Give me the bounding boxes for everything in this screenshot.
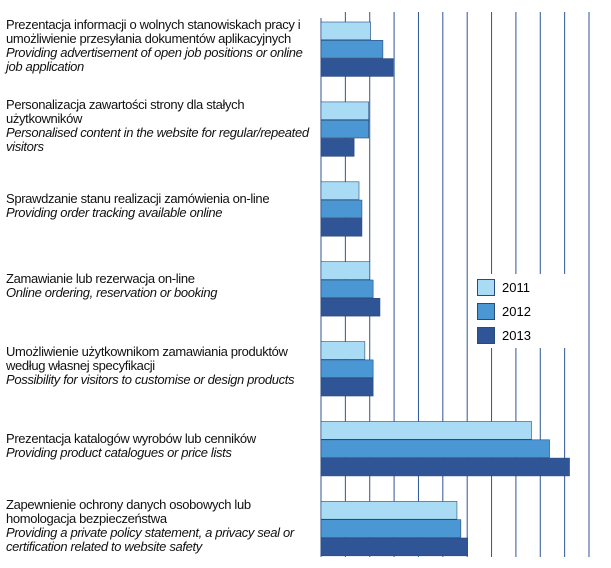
bar [320, 181, 360, 200]
category-label: Umożliwienie użytkownikom zamawiania pro… [6, 324, 320, 408]
legend-swatch [477, 302, 495, 320]
legend-swatch [477, 326, 495, 344]
legend-item: 2011 [475, 275, 565, 299]
category-label-en: Providing product catalogues or price li… [6, 444, 232, 460]
category-label: Zapewnienie ochrony danych osobowych lub… [6, 484, 320, 568]
bar [320, 261, 371, 280]
bar [320, 501, 458, 520]
bar [320, 279, 374, 299]
bar [320, 439, 550, 458]
bar [320, 101, 370, 121]
bar [320, 519, 462, 538]
category-label-pl: Umożliwienie użytkownikom zamawiania pro… [6, 344, 288, 374]
bar [320, 138, 355, 157]
legend-item: 2012 [475, 299, 565, 323]
bar [320, 359, 374, 378]
category-label-pl: Zapewnienie ochrony danych osobowych lub… [6, 496, 251, 526]
bar [320, 21, 372, 41]
category-label-pl: Sprawdzanie stanu realizacji zamówienia … [6, 191, 270, 207]
category-label-pl: Prezentacja katalogów wyrobów lub cennik… [6, 430, 256, 446]
category-label-pl: Zamawianie lub rezerwacja on-line [6, 271, 195, 287]
bar [320, 58, 394, 77]
category-label-en: Personalised content in the website for … [6, 125, 309, 155]
bar [320, 421, 532, 440]
category-label: Personalizacja zawartości strony dla sta… [6, 84, 320, 168]
category-label: Sprawdzanie stanu realizacji zamówienia … [6, 164, 320, 248]
bar [320, 119, 370, 139]
bar [320, 537, 468, 557]
legend-label: 2012 [502, 303, 531, 319]
bar [320, 297, 381, 317]
bar [320, 341, 366, 360]
bar [320, 377, 374, 397]
legend: 2011 2012 2013 [474, 274, 566, 348]
bar [320, 457, 570, 477]
legend-swatch [477, 278, 495, 296]
category-label-pl: Personalizacja zawartości strony dla sta… [6, 97, 245, 127]
category-label-en: Online ordering, reservation or booking [6, 285, 218, 301]
category-label-en: Possibility for visitors to customise or… [6, 372, 295, 388]
legend-label: 2011 [502, 279, 530, 295]
category-label-en: Providing advertisement of open job posi… [6, 45, 303, 75]
legend-item: 2013 [475, 323, 565, 347]
bar [320, 218, 363, 237]
bar [320, 39, 384, 59]
category-label-pl: Prezentacja informacji o wolnych stanowi… [6, 17, 301, 47]
category-label: Zamawianie lub rezerwacja on-line Online … [6, 244, 320, 328]
category-label: Prezentacja informacji o wolnych stanowi… [6, 4, 320, 88]
bar [320, 199, 363, 219]
category-label-en: Providing a private policy statement, a … [6, 524, 294, 554]
category-label-en: Providing order tracking available onlin… [6, 205, 223, 221]
legend-label: 2013 [502, 327, 531, 343]
category-label: Prezentacja katalogów wyrobów lub cennik… [6, 404, 320, 488]
